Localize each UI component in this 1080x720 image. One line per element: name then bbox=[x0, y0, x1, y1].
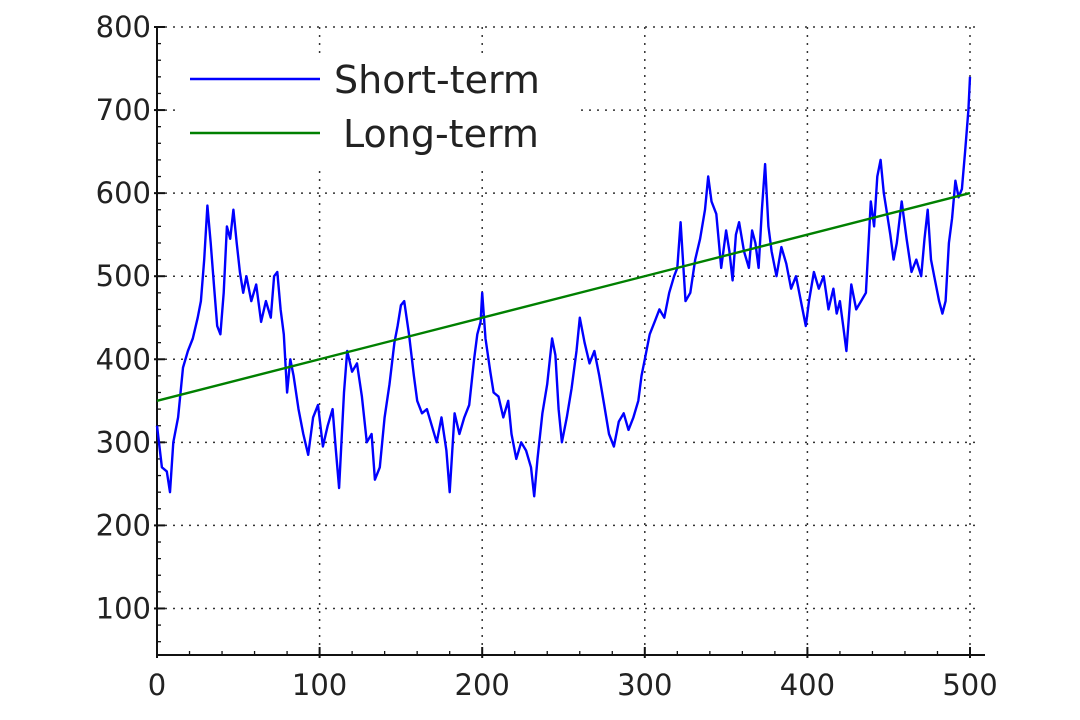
axes: 100 200 300 400 500 600 700 800 0 100 200 300 400 500 bbox=[96, 10, 998, 702]
y-tick-label: 500 bbox=[96, 259, 151, 293]
x-tick-label: 100 bbox=[292, 668, 347, 702]
legend-background bbox=[178, 55, 578, 165]
legend-label-long-term: Long-term bbox=[343, 112, 539, 156]
y-tick-label: 600 bbox=[96, 176, 151, 210]
x-tick-label: 0 bbox=[148, 668, 166, 702]
x-tick-label: 200 bbox=[455, 668, 510, 702]
y-tick-label: 100 bbox=[96, 591, 151, 625]
x-tick-label: 500 bbox=[942, 668, 997, 702]
legend: Short-term Long-term bbox=[178, 55, 578, 165]
y-tick-label: 200 bbox=[96, 508, 151, 542]
series-line-short-term bbox=[155, 76, 972, 498]
y-tick-label: 700 bbox=[96, 93, 151, 127]
series-layer bbox=[155, 76, 972, 498]
x-tick-label: 400 bbox=[780, 668, 835, 702]
series-line-long-term bbox=[156, 191, 971, 402]
y-tick-label: 300 bbox=[96, 425, 151, 459]
legend-label-short-term: Short-term bbox=[334, 58, 540, 102]
y-tick-label: 800 bbox=[96, 10, 151, 44]
x-tick-label: 300 bbox=[617, 668, 672, 702]
y-tick-label: 400 bbox=[96, 342, 151, 376]
